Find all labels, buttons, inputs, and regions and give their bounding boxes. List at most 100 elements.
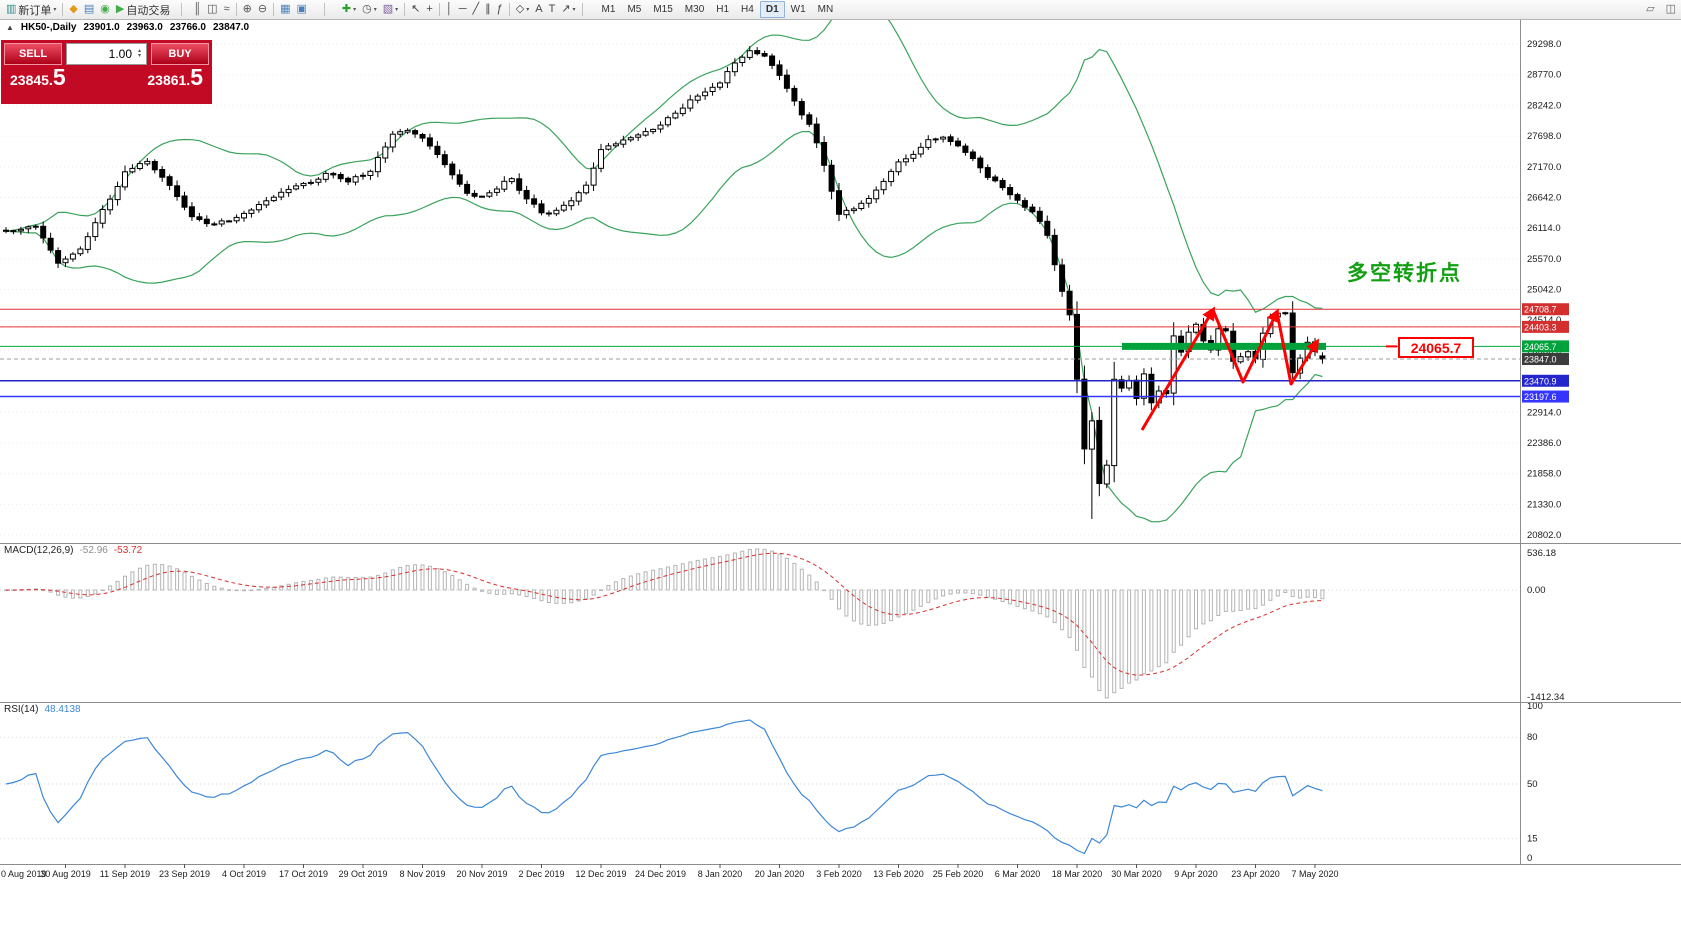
timeframe-m1-button[interactable]: M1: [601, 4, 616, 15]
price-level-tag: [1522, 340, 1569, 353]
timeframe-d1-button[interactable]: D1: [759, 1, 785, 18]
date-axis-label: 9 Apr 2020: [1174, 869, 1218, 879]
macd-axis-bottom: -1412.34: [1527, 692, 1565, 703]
macd-panel-label: MACD(12,26,9) -52.96 -53.72: [4, 545, 142, 556]
trendline-tool-icon: ╱: [472, 3, 480, 15]
arrows-tool-icon: ↗: [561, 3, 571, 15]
text-label-tool-button[interactable]: T: [546, 1, 559, 18]
sell-price[interactable]: 23845.5: [10, 64, 66, 90]
cursor-tool-button[interactable]: ↖: [408, 1, 423, 18]
one-click-collapse-icon[interactable]: ▲: [6, 23, 14, 32]
line-chart-button[interactable]: ≈: [221, 1, 233, 18]
vline-tool-button[interactable]: │: [443, 1, 456, 18]
navigator-icon: ◉: [100, 3, 110, 15]
crosshair-tool-button[interactable]: +: [423, 1, 435, 18]
trend-arrow: [1211, 308, 1279, 384]
high-value: 23963.0: [126, 22, 163, 33]
text-tool-button[interactable]: A: [532, 1, 545, 18]
candlestick-chart-button[interactable]: ◫: [204, 1, 220, 18]
tile-windows-button[interactable]: ▦: [277, 1, 293, 18]
shapes-tool-button[interactable]: ◇ ▾: [513, 1, 532, 18]
date-axis-label: 23 Apr 2020: [1231, 869, 1280, 879]
date-axis-label: 4 Oct 2019: [222, 869, 266, 879]
text-tool-icon: A: [535, 3, 543, 15]
symbol-period-label: HK50-,Daily: [20, 22, 77, 33]
date-axis-label: 30 Mar 2020: [1111, 869, 1162, 879]
caret-down-icon: ▾: [526, 7, 530, 13]
auto-trading-button[interactable]: ▶ 自动交易: [113, 1, 173, 18]
new-order-icon: ▥: [6, 3, 17, 15]
macd-value: -52.96: [79, 545, 108, 556]
toolbar-separator: [323, 3, 325, 16]
channel-tool-button[interactable]: ∥: [482, 1, 494, 18]
trendline-tool-button[interactable]: ╱: [469, 1, 482, 18]
timeframe-w1-button[interactable]: W1: [790, 4, 806, 15]
rsi-title: RSI(14): [4, 704, 39, 715]
zoom-out-button[interactable]: ⊖: [255, 1, 270, 18]
caret-down-icon: ▾: [373, 7, 377, 13]
price-axis-label: 21858.0: [1527, 469, 1561, 480]
one-click-trade-widget: SELL 1.00 ▴ ▾ BUY 23845.5 23861.5: [1, 40, 212, 104]
zigzag-arrows[interactable]: [1140, 306, 1320, 431]
volume-decrease-icon[interactable]: ▾: [137, 53, 141, 59]
turning-point-note[interactable]: 多空转折点: [1347, 262, 1462, 285]
date-axis-label: 30 Aug 2019: [40, 869, 91, 879]
period-selector-button[interactable]: ◷ ▾: [359, 1, 380, 18]
timeframe-h4-button[interactable]: H4: [741, 4, 754, 15]
price-axis: 29298.0 28770.0 28242.0 27698.0 27170.0 26642…: [1527, 39, 1561, 541]
volume-input[interactable]: 1.00 ▴ ▾: [66, 43, 147, 65]
timeframe-m30-button[interactable]: M30: [684, 4, 705, 15]
data-window-button[interactable]: ▤: [81, 1, 97, 18]
sell-button[interactable]: SELL: [4, 43, 62, 65]
timeframe-m5-button[interactable]: M5: [627, 4, 642, 15]
price-axis-label: 21330.0: [1527, 499, 1561, 510]
price-axis-label: 24514.0: [1527, 315, 1561, 326]
toolbar-separator: [273, 3, 275, 16]
docking-button[interactable]: ◫: [1663, 1, 1679, 18]
timeframe-m15-button[interactable]: M15: [653, 4, 673, 15]
date-axis-label: 7 May 2020: [1291, 869, 1338, 879]
cursor-tool-icon: ↖: [411, 3, 421, 15]
date-axis-label: 8 Jan 2020: [698, 869, 743, 879]
market-watch-icon: ◆: [69, 3, 78, 15]
volume-value: 1.00: [108, 47, 132, 61]
arrange-windows-button[interactable]: ▣: [293, 1, 309, 18]
price-axis-label: 25042.0: [1527, 285, 1561, 296]
new-order-button[interactable]: ▥ 新订单 ▾: [3, 1, 59, 18]
fibonacci-tool-icon: ƒ: [496, 3, 503, 15]
arrows-tool-button[interactable]: ↗ ▾: [558, 1, 578, 18]
timeframe-h1-button[interactable]: H1: [716, 4, 730, 15]
horizontal-levels[interactable]: 24708.7 24403.3 24065.7 23847.0 23470.9 23197…: [0, 303, 1569, 403]
price-axis-label: 27698.0: [1527, 131, 1561, 142]
price-axis-label: 26114.0: [1527, 223, 1561, 234]
hline-tool-button[interactable]: ─: [456, 1, 470, 18]
docking-icon: ◫: [1665, 3, 1676, 15]
panel-separators[interactable]: [0, 19, 1681, 865]
fibonacci-tool-button[interactable]: ƒ: [494, 1, 506, 18]
price-level-tag-label: 24065.7: [1524, 342, 1557, 352]
market-watch-button[interactable]: ◆: [66, 1, 80, 18]
navigator-button[interactable]: ◉: [97, 1, 113, 18]
bar-chart-icon: ║: [193, 3, 202, 15]
template-selector-button[interactable]: ▧ ▾: [380, 1, 401, 18]
add-indicator-button[interactable]: ✚ ▾: [339, 1, 359, 18]
bar-chart-button[interactable]: ║: [190, 1, 204, 18]
price-level-tag-label: 23470.9: [1524, 376, 1557, 386]
rsi-panel-label: RSI(14) 48.4138: [4, 704, 81, 715]
chart-window-button[interactable]: ▱: [1643, 1, 1657, 18]
tile-windows-icon: ▦: [280, 3, 291, 15]
buy-button[interactable]: BUY: [151, 43, 209, 65]
volume-spinner: ▴ ▾: [134, 44, 145, 64]
price-level-tag: [1522, 320, 1569, 333]
macd-panel: 536.18 0.00 -1412.34: [0, 548, 1565, 703]
buy-price[interactable]: 23861.5: [147, 64, 203, 90]
toolbar-right-icons: ▱ ◫: [1643, 1, 1681, 18]
date-axis-label: 0 Aug 2019: [1, 869, 47, 879]
volume-increase-icon[interactable]: ▴: [137, 48, 141, 54]
price-callout[interactable]: 24065.7: [1398, 337, 1474, 358]
date-axis-label: 2 Dec 2019: [518, 869, 564, 879]
timeframe-mn-button[interactable]: MN: [817, 4, 834, 15]
zoom-in-button[interactable]: ⊕: [240, 1, 255, 18]
